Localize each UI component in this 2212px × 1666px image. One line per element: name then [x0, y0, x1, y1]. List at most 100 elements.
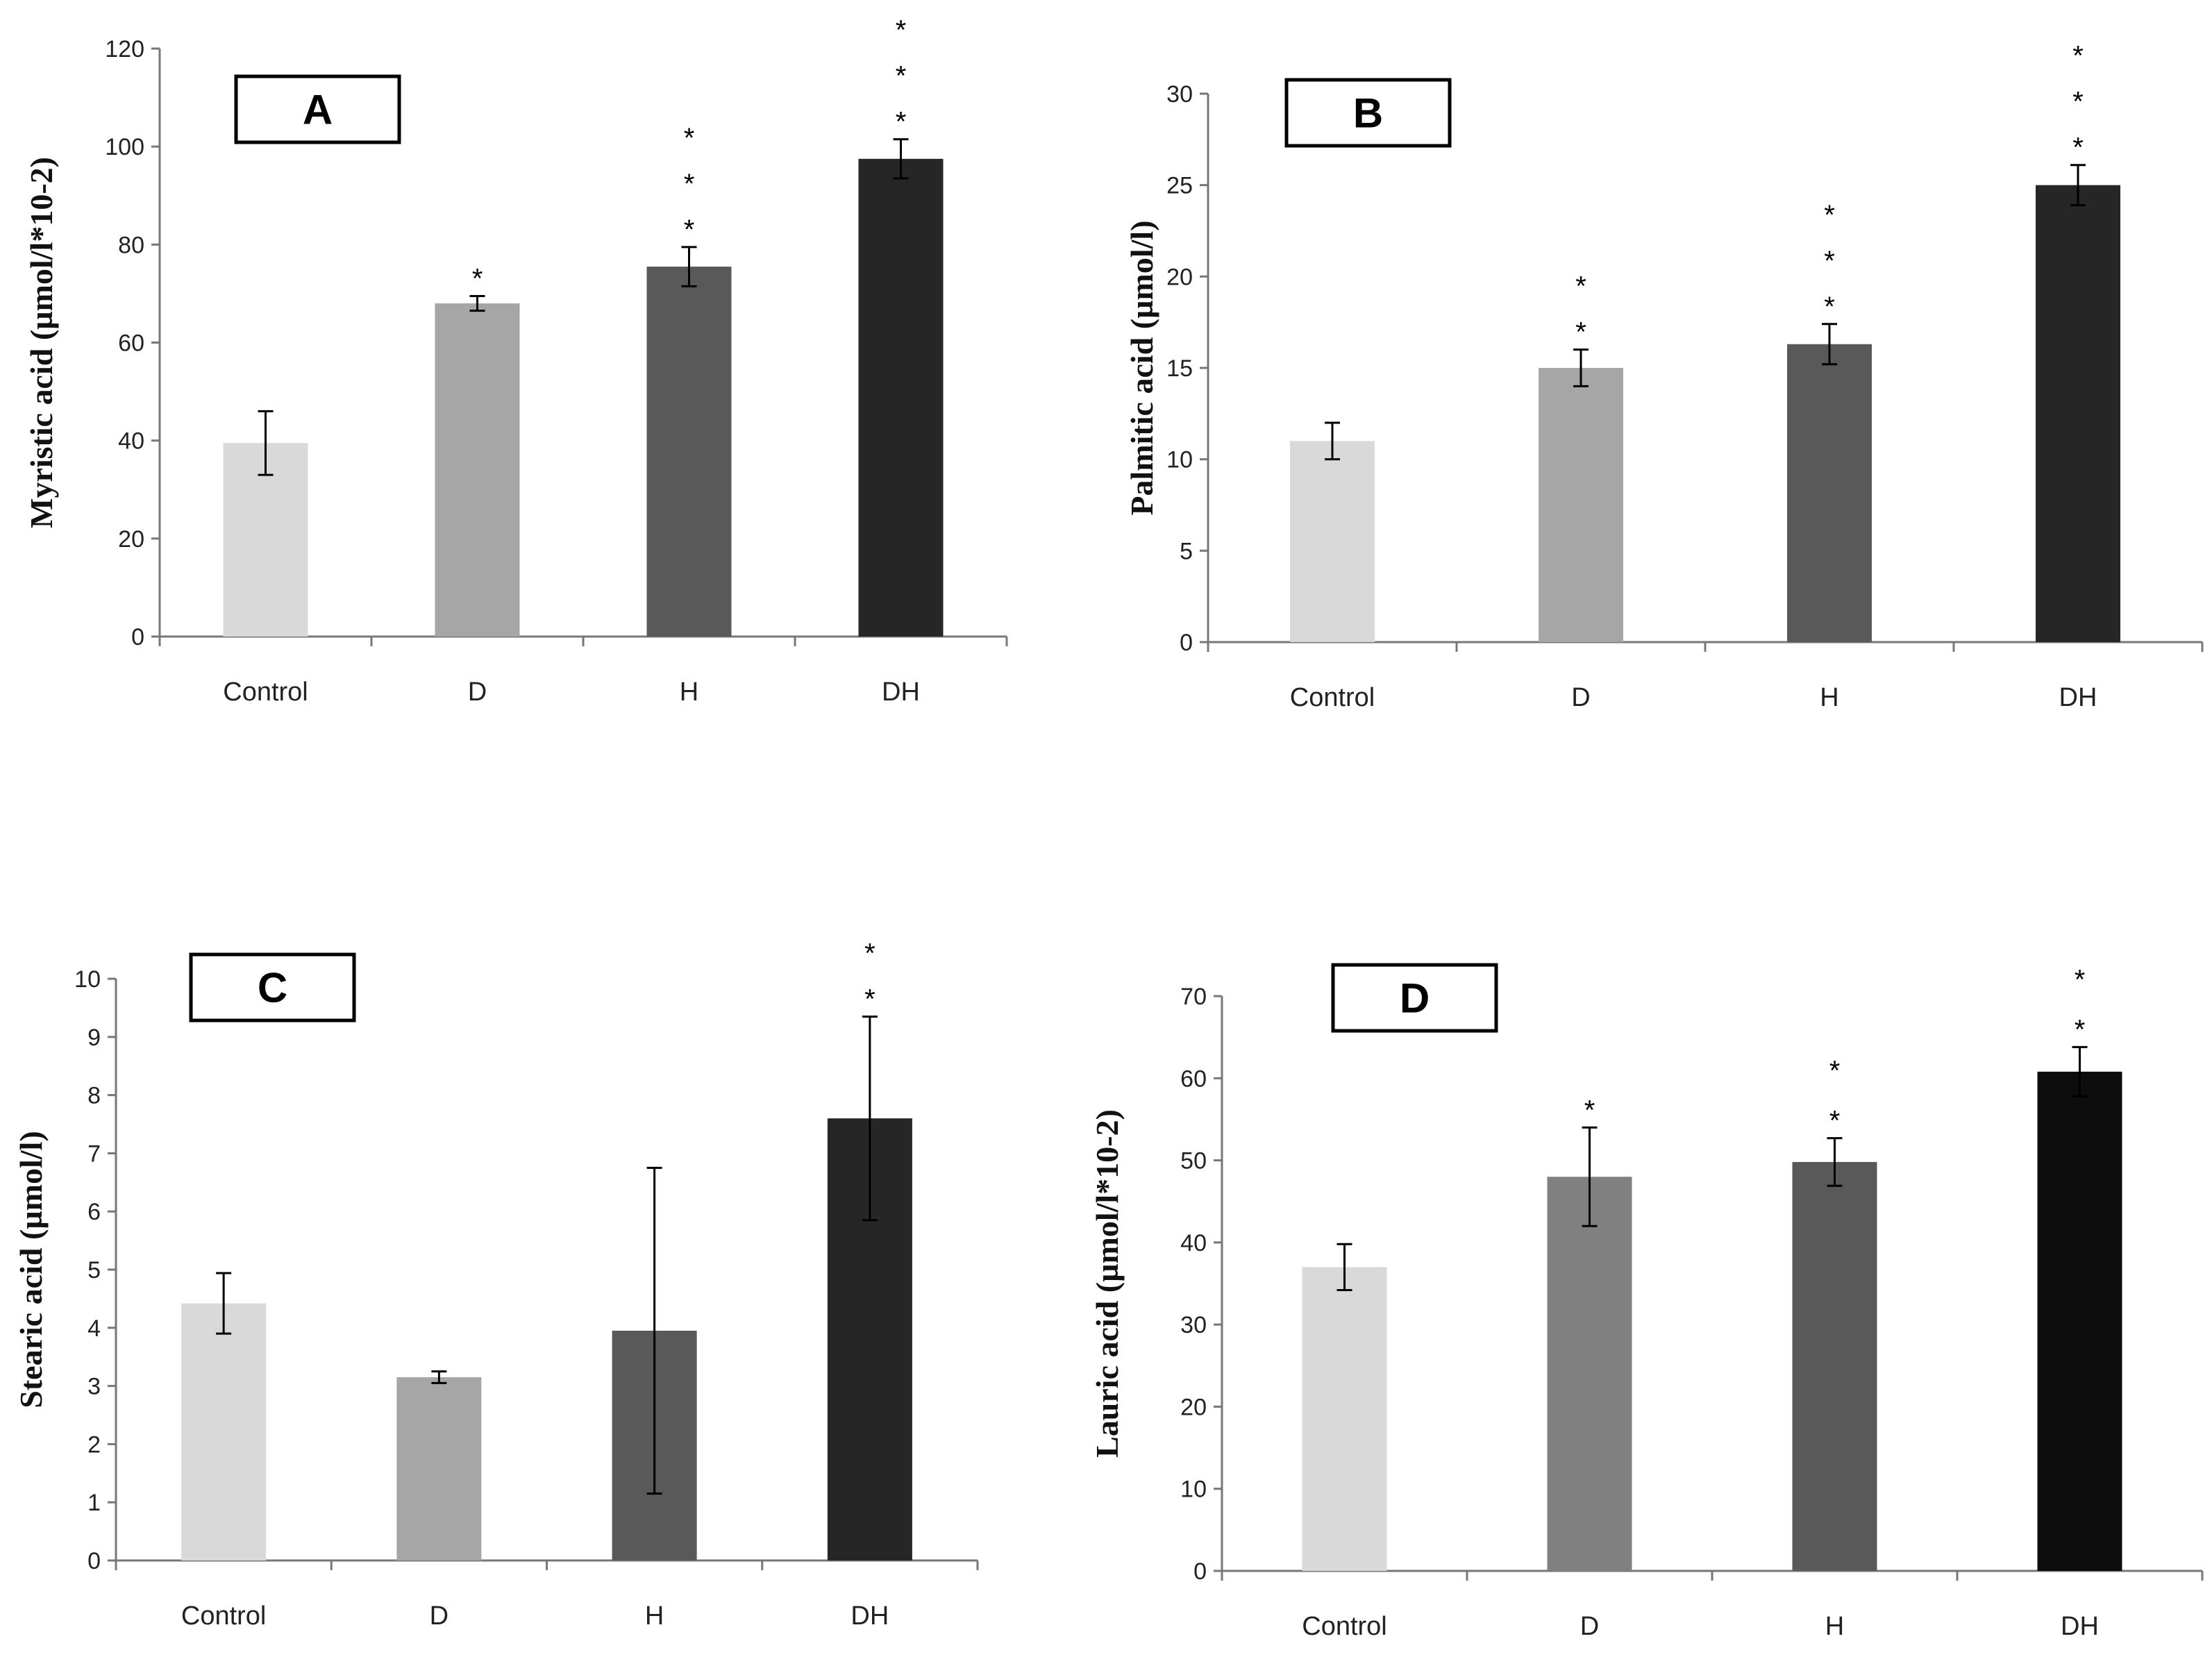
- y-tick-label: 30: [1180, 1312, 1207, 1338]
- significance-star: *: [2072, 87, 2084, 117]
- bar-dh: [2037, 1071, 2122, 1571]
- y-tick-label: 80: [118, 232, 144, 258]
- x-category-label: Control: [223, 678, 308, 707]
- x-category-label: DH: [2059, 683, 2097, 712]
- y-tick-label: 60: [1180, 1066, 1207, 1092]
- significance-star: *: [1829, 1106, 1841, 1136]
- y-tick-label: 70: [1180, 984, 1207, 1010]
- significance-star: *: [2072, 41, 2084, 71]
- x-category-label: D: [1571, 683, 1590, 712]
- y-axis-title: Palmitic acid (µmol/l): [1124, 220, 1159, 515]
- y-tick-label: 40: [1180, 1230, 1207, 1256]
- bar-control: [1290, 441, 1375, 642]
- x-category-label: DH: [851, 1601, 889, 1631]
- y-tick-label: 5: [87, 1257, 101, 1284]
- bar-control: [181, 1303, 267, 1560]
- y-tick-label: 10: [1180, 1476, 1207, 1503]
- x-category-label: Control: [1290, 683, 1375, 712]
- chart-panel-d: 0 10 20 30 40 50 60 70 Control D * H * * DH * * Lauric ac…: [1089, 963, 2204, 1641]
- y-tick-label: 10: [74, 966, 101, 993]
- x-category-label: DH: [882, 678, 920, 707]
- significance-star: *: [472, 263, 483, 294]
- y-tick-label: 0: [1180, 630, 1193, 656]
- y-tick-label: 40: [118, 428, 144, 455]
- y-tick-label: 15: [1166, 355, 1193, 382]
- x-category-label: Control: [1302, 1612, 1387, 1641]
- significance-star: *: [1824, 292, 1835, 322]
- significance-star: *: [1575, 271, 1586, 302]
- x-category-label: DH: [2061, 1612, 2099, 1641]
- y-tick-label: 8: [87, 1083, 101, 1109]
- y-tick-label: 7: [87, 1141, 101, 1167]
- bar-d: [435, 303, 520, 637]
- panel-label-box: [234, 74, 401, 144]
- significance-star: *: [864, 984, 875, 1014]
- panel-label: C: [258, 965, 287, 1011]
- y-axis-title: Stearic acid (µmol/l): [13, 1131, 49, 1408]
- y-tick-label: 2: [87, 1431, 101, 1458]
- y-tick-label: 20: [1180, 1394, 1207, 1420]
- x-category-label: H: [1825, 1612, 1844, 1641]
- y-tick-label: 5: [1180, 538, 1193, 564]
- bar-dh: [858, 158, 944, 637]
- significance-star: *: [684, 214, 695, 245]
- y-tick-label: 20: [118, 526, 144, 553]
- panel-label-box: [1331, 963, 1498, 1033]
- panel-label: B: [1353, 90, 1383, 137]
- y-tick-label: 100: [105, 134, 144, 160]
- bar-h: [1787, 344, 1872, 642]
- x-category-label: D: [1580, 1612, 1599, 1641]
- y-tick-label: 20: [1166, 264, 1193, 290]
- y-tick-label: 4: [87, 1315, 101, 1342]
- bar-d: [396, 1377, 482, 1560]
- y-tick-label: 50: [1180, 1148, 1207, 1175]
- chart-panel-b: 0 5 10 15 20 25 30 Control D * * H * * * DH * * * Palmitic …: [1124, 41, 2204, 712]
- significance-star: *: [1575, 317, 1586, 348]
- panel-label-box: [189, 952, 356, 1023]
- significance-star: *: [896, 107, 907, 137]
- bar-control: [1302, 1267, 1387, 1571]
- y-axis-title: Lauric acid (µmol/l*10-2): [1089, 1109, 1125, 1458]
- significance-star: *: [1829, 1056, 1841, 1086]
- x-category-label: H: [680, 678, 698, 707]
- significance-star: *: [896, 15, 907, 46]
- bar-h: [646, 267, 732, 637]
- x-category-label: D: [430, 1601, 449, 1631]
- y-tick-label: 1: [87, 1490, 101, 1516]
- y-tick-label: 10: [1166, 447, 1193, 473]
- y-tick-label: 6: [87, 1199, 101, 1225]
- bar-dh: [2036, 185, 2120, 643]
- panel-label: D: [1400, 975, 1430, 1022]
- x-category-label: D: [468, 678, 487, 707]
- y-tick-label: 3: [87, 1374, 101, 1400]
- significance-star: *: [684, 169, 695, 199]
- significance-star: *: [684, 123, 695, 153]
- bar-d: [1539, 368, 1623, 642]
- panel-label: A: [303, 87, 333, 133]
- significance-star: *: [1584, 1095, 1595, 1125]
- y-tick-label: 120: [105, 36, 144, 62]
- significance-star: *: [2075, 1014, 2086, 1045]
- significance-star: *: [2072, 133, 2084, 163]
- significance-star: *: [1824, 200, 1835, 230]
- x-category-label: H: [1820, 683, 1838, 712]
- y-tick-label: 0: [131, 624, 144, 650]
- y-tick-label: 25: [1166, 173, 1193, 199]
- y-tick-label: 60: [118, 330, 144, 357]
- y-tick-label: 30: [1166, 81, 1193, 108]
- significance-star: *: [864, 938, 875, 968]
- bar-h: [1792, 1161, 1877, 1571]
- x-category-label: H: [645, 1601, 664, 1631]
- panel-label-box: [1284, 78, 1452, 148]
- y-tick-label: 0: [1193, 1558, 1207, 1585]
- bar-d: [1547, 1177, 1632, 1571]
- y-axis-title: Myristic acid (µmol/l*10-2): [24, 157, 59, 528]
- significance-star: *: [1824, 246, 1835, 276]
- y-tick-label: 0: [87, 1548, 101, 1574]
- y-tick-label: 9: [87, 1025, 101, 1051]
- chart-panel-a: 0 20 40 60 80 100 120 Control D * H * * * DH * * * Myristi…: [24, 15, 1008, 707]
- significance-star: *: [2075, 964, 2086, 995]
- x-category-label: Control: [181, 1601, 267, 1631]
